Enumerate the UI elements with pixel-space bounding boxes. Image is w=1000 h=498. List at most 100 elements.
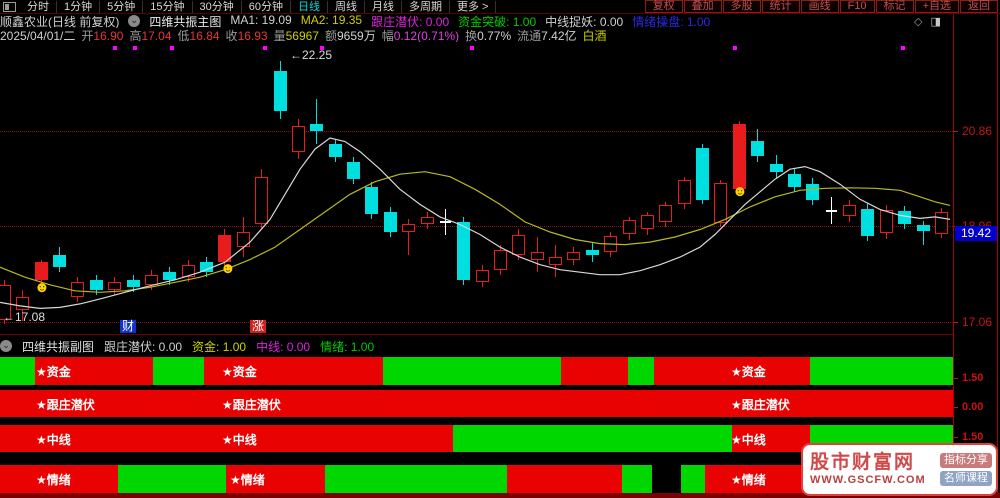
menu-item-60分钟[interactable]: 60分钟: [242, 0, 291, 13]
band-axis-value: 1.50: [962, 431, 984, 443]
watermark-site-url[interactable]: WWW.GSCFW.COM: [810, 474, 926, 486]
candle-body: [530, 252, 544, 260]
band-segment-green: [383, 357, 561, 385]
signal-band-情绪: ★情绪 ★情绪 ★情绪: [0, 465, 953, 493]
quote-field: 流通7.42亿: [517, 28, 577, 43]
indicator-value: 情绪操盘: 1.00: [632, 14, 711, 29]
candle-body: [640, 215, 654, 230]
quote-field: 幅0.12(0.71%): [381, 28, 460, 43]
band-label: ★情绪: [230, 473, 265, 487]
stock-title[interactable]: 顺鑫农业(日线 前复权): [0, 14, 120, 29]
menu-item-30分钟[interactable]: 30分钟: [193, 0, 242, 13]
watermark-site-name: 股市财富网: [810, 452, 916, 473]
gridline: [0, 130, 953, 132]
candle-body: [714, 183, 728, 224]
menu-item-15分钟[interactable]: 15分钟: [143, 0, 193, 13]
menu-item-分时[interactable]: 分时: [20, 0, 57, 13]
candle-body: [916, 225, 930, 232]
watermark-badge-indicator-share[interactable]: 指标分享: [940, 453, 992, 468]
period-menu: 分时 1分钟 5分钟 15分钟 30分钟 60分钟 日线 周线 月线 多周期 更多 >: [20, 0, 497, 13]
toolbar-button-返回[interactable]: 返回: [960, 0, 998, 13]
menu-item-日线[interactable]: 日线: [291, 0, 328, 13]
toolbar-button-叠加[interactable]: 叠加: [683, 0, 722, 13]
signal-dot-icon: [320, 46, 324, 50]
candle-body: [200, 262, 214, 273]
band-label: ★资金: [36, 365, 71, 379]
price-annotation: ←17.08: [3, 310, 46, 324]
menu-item-5分钟[interactable]: 5分钟: [100, 0, 144, 13]
band-label: ★跟庄潜伏: [36, 397, 95, 412]
toolbar-button-+自选[interactable]: +自选: [914, 0, 959, 13]
candle-body: [457, 221, 471, 280]
axis-tick: [954, 378, 958, 379]
candle-body: [53, 254, 67, 268]
watermark-badge-courses[interactable]: 名师课程: [940, 471, 992, 486]
candle-body: [659, 205, 673, 222]
ma1-line: [0, 137, 951, 310]
menu-item-1分钟[interactable]: 1分钟: [57, 0, 101, 13]
band-segment-red: [35, 357, 153, 385]
candle-body: [291, 126, 305, 152]
band-label: ★跟庄潜伏: [731, 397, 790, 412]
chart-tag-badge: 涨: [250, 319, 267, 333]
indicator-values: MA1: 19.09 MA2: 19.35 跟庄潜伏: 0.00 资金突破: 1.00…: [230, 14, 719, 28]
toolbar-button-多股[interactable]: 多股: [722, 0, 761, 13]
candle-body: [126, 279, 140, 288]
candle-body: [879, 210, 893, 234]
menu-item-多周期[interactable]: 多周期: [402, 0, 450, 13]
sub-indicator-header: ⌄ 四维共振副图 跟庄潜伏: 0.00 资金: 1.00 中线: 0.00 情绪: 1.…: [0, 336, 953, 356]
band-segment-red: [0, 390, 953, 417]
signal-dot-icon: [733, 46, 737, 50]
window-panel-icon[interactable]: [3, 1, 16, 12]
top-menu-bar: 分时 1分钟 5分钟 15分钟 30分钟 60分钟 日线 周线 月线 多周期 更多 > 复权 叠加 多股…: [0, 0, 1000, 14]
candle-body: [843, 205, 857, 216]
toolbar-button-标记[interactable]: 标记: [875, 0, 914, 13]
candle-body: [365, 186, 379, 215]
chevron-down-circle-icon[interactable]: ⌄: [0, 340, 12, 352]
candle-body: [383, 211, 397, 232]
axis-price-label: 20.86: [962, 123, 993, 138]
toolbar-buttons: 复权 叠加 多股 统计 画线 F10 标记 +自选 返回: [644, 0, 998, 13]
axis-tick: [954, 437, 958, 438]
menu-item-月线[interactable]: 月线: [365, 0, 402, 13]
indicator-value: MA1: 19.09: [230, 14, 292, 27]
sub-indicator-value: 中线: 0.00: [256, 339, 311, 354]
menu-item-更多 >[interactable]: 更多 >: [450, 0, 497, 13]
sub-indicator-value: 四维共振副图: [22, 339, 95, 354]
chevron-down-circle-icon[interactable]: ⌄: [128, 15, 141, 27]
main-candlestick-chart[interactable]: ☻ ☻ ☻ ←22.25 ←17.08 财 涨: [0, 42, 953, 334]
smiley-signal-icon: ☻: [732, 183, 748, 200]
gridline: [0, 321, 953, 323]
band-segment-red: [654, 357, 810, 385]
signal-band-跟庄潜伏: ★跟庄潜伏 ★跟庄潜伏 ★跟庄潜伏: [0, 390, 953, 417]
price-annotation: ←22.25: [290, 48, 333, 62]
split-panel-icon[interactable]: ◨: [930, 16, 941, 28]
signal-dot-icon: [263, 46, 267, 50]
band-segment-green: [810, 357, 953, 385]
candle-body: [16, 297, 30, 310]
menu-item-周线[interactable]: 周线: [328, 0, 365, 13]
last-price-tag: 19.42: [955, 226, 997, 241]
toolbar-button-复权[interactable]: 复权: [644, 0, 683, 13]
window-bottom-border: [0, 493, 1000, 498]
candle-body: [34, 262, 48, 280]
quote-data-row: 2025/04/01/二 开16.90 高17.04 低16.84 收16.93 量569…: [0, 28, 953, 43]
chart-tag-badge: 财: [120, 319, 137, 333]
quote-field: 2025/04/01/二: [0, 28, 76, 43]
toolbar-button-F10[interactable]: F10: [839, 0, 875, 13]
doji-candle: [825, 210, 837, 213]
toolbar-button-画线[interactable]: 画线: [800, 0, 839, 13]
candle-body: [108, 282, 122, 290]
band-label: ★中线: [222, 432, 257, 447]
candle-body: [585, 249, 599, 255]
candle-body: [255, 176, 269, 225]
indicator-value: 跟庄潜伏: 0.00: [371, 14, 450, 29]
signal-dot-icon: [170, 46, 174, 50]
toolbar-button-统计[interactable]: 统计: [761, 0, 800, 13]
quote-field: 白酒: [582, 28, 607, 43]
band-axis-value: 0.00: [962, 401, 984, 413]
main-indicator-title[interactable]: 四维共振主图: [149, 14, 222, 29]
diamond-icon[interactable]: ◇: [914, 16, 923, 28]
candle-body: [549, 257, 563, 265]
